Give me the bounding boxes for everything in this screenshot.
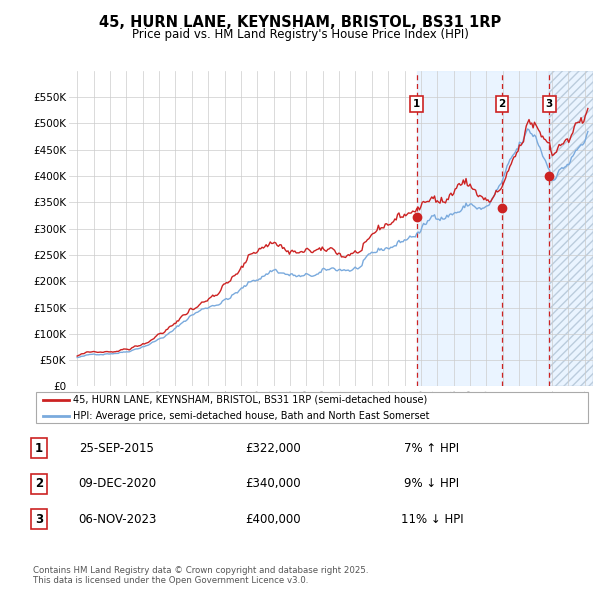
Text: 2: 2 xyxy=(498,99,505,109)
Bar xyxy=(550,71,593,386)
Text: 1: 1 xyxy=(35,442,43,455)
Text: 7% ↑ HPI: 7% ↑ HPI xyxy=(404,442,460,455)
Text: £400,000: £400,000 xyxy=(245,513,301,526)
Text: HPI: Average price, semi-detached house, Bath and North East Somerset: HPI: Average price, semi-detached house,… xyxy=(73,411,430,421)
Bar xyxy=(416,71,593,386)
Text: 09-DEC-2020: 09-DEC-2020 xyxy=(78,477,156,490)
Bar xyxy=(550,71,593,386)
Text: 3: 3 xyxy=(546,99,553,109)
FancyBboxPatch shape xyxy=(36,392,588,423)
Text: 2: 2 xyxy=(35,477,43,490)
Text: 06-NOV-2023: 06-NOV-2023 xyxy=(78,513,156,526)
Text: 45, HURN LANE, KEYNSHAM, BRISTOL, BS31 1RP: 45, HURN LANE, KEYNSHAM, BRISTOL, BS31 1… xyxy=(99,15,501,30)
Text: 45, HURN LANE, KEYNSHAM, BRISTOL, BS31 1RP (semi-detached house): 45, HURN LANE, KEYNSHAM, BRISTOL, BS31 1… xyxy=(73,395,427,405)
Text: £340,000: £340,000 xyxy=(245,477,301,490)
Text: Contains HM Land Registry data © Crown copyright and database right 2025.
This d: Contains HM Land Registry data © Crown c… xyxy=(33,566,368,585)
Text: 25-SEP-2015: 25-SEP-2015 xyxy=(80,442,154,455)
Text: 11% ↓ HPI: 11% ↓ HPI xyxy=(401,513,463,526)
Text: £322,000: £322,000 xyxy=(245,442,301,455)
Text: 3: 3 xyxy=(35,513,43,526)
Text: Price paid vs. HM Land Registry's House Price Index (HPI): Price paid vs. HM Land Registry's House … xyxy=(131,28,469,41)
Text: 9% ↓ HPI: 9% ↓ HPI xyxy=(404,477,460,490)
Text: 1: 1 xyxy=(413,99,420,109)
